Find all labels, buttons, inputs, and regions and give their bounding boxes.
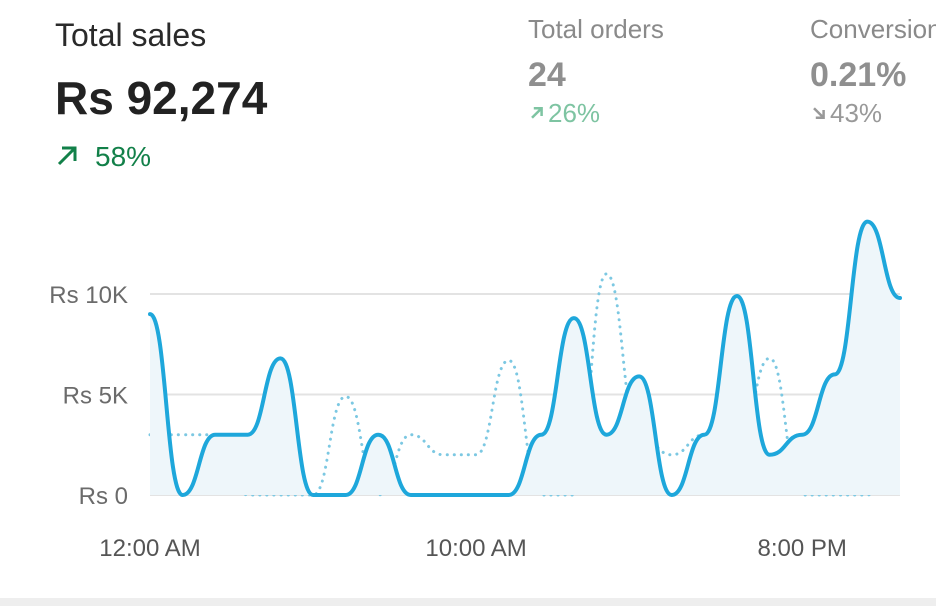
- metric-change: 58%: [95, 141, 151, 172]
- trend-arrow: [813, 107, 825, 120]
- y-tick-label: Rs 0: [79, 483, 128, 510]
- bottom-strip: [0, 598, 936, 606]
- metric-change: 43%: [830, 98, 882, 128]
- line: [148, 219, 902, 498]
- metric-label: Total orders: [528, 14, 664, 44]
- chart: Rs 0 Rs 5K Rs 10K 12:00 AM 10:00 AM 8:00 PM: [49, 219, 902, 562]
- trend-arrow: [57, 146, 77, 166]
- metric-label: Total sales: [55, 17, 206, 53]
- metrics: Total sales Rs 92,274 58% Total orders 24 26%…: [55, 14, 936, 172]
- y-tick-label: Rs 10K: [49, 282, 128, 309]
- x-tick-label: 12:00 AM: [99, 535, 200, 562]
- area: [150, 221, 900, 495]
- metric-label: Conversion: [810, 14, 936, 44]
- metric-value: 24: [528, 56, 566, 94]
- metric-value: Rs 92,274: [55, 72, 268, 124]
- x-tick-label: 8:00 PM: [757, 535, 846, 562]
- metric-value: 0.21%: [810, 56, 906, 94]
- x-tick-label: 10:00 AM: [425, 535, 526, 562]
- trend-arrow: [531, 106, 543, 119]
- y-tick-label: Rs 5K: [63, 383, 128, 410]
- metric-change: 26%: [548, 98, 600, 128]
